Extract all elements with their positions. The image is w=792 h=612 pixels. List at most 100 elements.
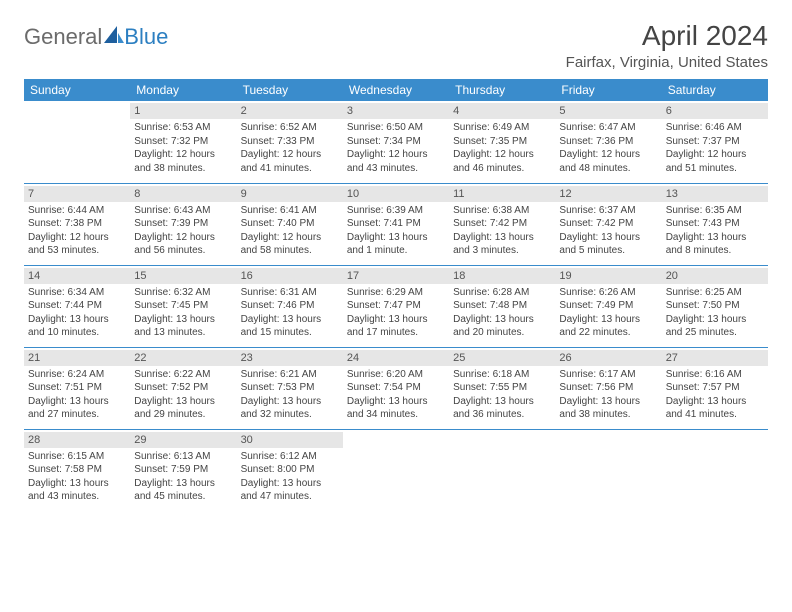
calendar-week-row: 7 Sunrise: 6:44 AMSunset: 7:38 PMDaylight… bbox=[24, 183, 768, 265]
calendar-day-cell: 30 Sunrise: 6:12 AMSunset: 8:00 PMDayligh… bbox=[237, 429, 343, 511]
calendar-day-cell: 12 Sunrise: 6:37 AMSunset: 7:42 PMDayligh… bbox=[555, 183, 661, 265]
calendar-week-row: 14Sunrise: 6:34 AMSunset: 7:44 PMDayligh… bbox=[24, 265, 768, 347]
day-info: Sunrise: 6:31 AMSunset: 7:46 PMDaylight:… bbox=[241, 286, 339, 340]
calendar-day-cell: 17 Sunrise: 6:29 AMSunset: 7:47 PMDayligh… bbox=[343, 265, 449, 347]
day-info: Sunrise: 6:17 AMSunset: 7:56 PMDaylight:… bbox=[559, 368, 657, 422]
day-number: 26 bbox=[555, 350, 661, 366]
calendar-day-cell bbox=[555, 429, 661, 511]
weekday-header: Tuesday bbox=[237, 79, 343, 101]
day-number: 12 bbox=[555, 186, 661, 202]
day-number: 23 bbox=[237, 350, 343, 366]
day-number: 11 bbox=[449, 186, 555, 202]
calendar-week-row: 21 Sunrise: 6:24 AMSunset: 7:51 PMDayligh… bbox=[24, 347, 768, 429]
calendar-week-row: 1 Sunrise: 6:53 AMSunset: 7:32 PMDaylight… bbox=[24, 101, 768, 183]
calendar-day-cell: 22 Sunrise: 6:22 AMSunset: 7:52 PMDayligh… bbox=[130, 347, 236, 429]
calendar-day-cell: 19 Sunrise: 6:26 AMSunset: 7:49 PMDayligh… bbox=[555, 265, 661, 347]
title-block: April 2024 Fairfax, Virginia, United Sta… bbox=[566, 20, 768, 71]
calendar-day-cell: 27Sunrise: 6:16 AMSunset: 7:57 PMDayligh… bbox=[662, 347, 768, 429]
calendar-day-cell: 2Sunrise: 6:52 AMSunset: 7:33 PMDaylight… bbox=[237, 101, 343, 183]
day-number: 27 bbox=[662, 350, 768, 366]
weekday-header: Sunday bbox=[24, 79, 130, 101]
day-number: 18 bbox=[449, 268, 555, 284]
day-info: Sunrise: 6:12 AMSunset: 8:00 PMDaylight:… bbox=[241, 450, 339, 504]
day-number: 9 bbox=[237, 186, 343, 202]
calendar-day-cell: 21 Sunrise: 6:24 AMSunset: 7:51 PMDayligh… bbox=[24, 347, 130, 429]
day-info: Sunrise: 6:24 AMSunset: 7:51 PMDaylight:… bbox=[28, 368, 126, 422]
day-number: 17 bbox=[343, 268, 449, 284]
calendar-day-cell: 10 Sunrise: 6:39 AMSunset: 7:41 PMDayligh… bbox=[343, 183, 449, 265]
day-number: 19 bbox=[555, 268, 661, 284]
day-number: 25 bbox=[449, 350, 555, 366]
day-info: Sunrise: 6:21 AMSunset: 7:53 PMDaylight:… bbox=[241, 368, 339, 422]
day-info: Sunrise: 6:13 AMSunset: 7:59 PMDaylight:… bbox=[134, 450, 232, 504]
day-number: 21 bbox=[24, 350, 130, 366]
logo-text-general: General bbox=[24, 24, 102, 50]
day-info: Sunrise: 6:15 AMSunset: 7:58 PMDaylight:… bbox=[28, 450, 126, 504]
logo: General Blue bbox=[24, 20, 168, 50]
day-number: 7 bbox=[24, 186, 130, 202]
day-number: 20 bbox=[662, 268, 768, 284]
day-info: Sunrise: 6:22 AMSunset: 7:52 PMDaylight:… bbox=[134, 368, 232, 422]
day-info: Sunrise: 6:29 AMSunset: 7:47 PMDaylight:… bbox=[347, 286, 445, 340]
calendar-day-cell: 6 Sunrise: 6:46 AMSunset: 7:37 PMDaylight… bbox=[662, 101, 768, 183]
day-info: Sunrise: 6:25 AMSunset: 7:50 PMDaylight:… bbox=[666, 286, 764, 340]
day-info: Sunrise: 6:35 AMSunset: 7:43 PMDaylight:… bbox=[666, 204, 764, 258]
day-number: 8 bbox=[130, 186, 236, 202]
day-info: Sunrise: 6:49 AMSunset: 7:35 PMDaylight:… bbox=[453, 121, 551, 175]
day-number: 16 bbox=[237, 268, 343, 284]
calendar-day-cell: 24 Sunrise: 6:20 AMSunset: 7:54 PMDayligh… bbox=[343, 347, 449, 429]
day-number: 22 bbox=[130, 350, 236, 366]
day-number: 10 bbox=[343, 186, 449, 202]
logo-sail-icon bbox=[104, 24, 124, 50]
calendar-day-cell bbox=[662, 429, 768, 511]
calendar-day-cell: 11Sunrise: 6:38 AMSunset: 7:42 PMDayligh… bbox=[449, 183, 555, 265]
day-info: Sunrise: 6:46 AMSunset: 7:37 PMDaylight:… bbox=[666, 121, 764, 175]
weekday-header: Friday bbox=[555, 79, 661, 101]
day-number: 4 bbox=[449, 103, 555, 119]
day-number: 5 bbox=[555, 103, 661, 119]
month-year: April 2024 bbox=[566, 20, 768, 52]
day-number: 13 bbox=[662, 186, 768, 202]
calendar-day-cell: 1 Sunrise: 6:53 AMSunset: 7:32 PMDaylight… bbox=[130, 101, 236, 183]
day-number: 14 bbox=[24, 268, 130, 284]
day-number: 3 bbox=[343, 103, 449, 119]
calendar-day-cell: 7 Sunrise: 6:44 AMSunset: 7:38 PMDaylight… bbox=[24, 183, 130, 265]
calendar-day-cell bbox=[343, 429, 449, 511]
calendar-day-cell: 8Sunrise: 6:43 AMSunset: 7:39 PMDaylight… bbox=[130, 183, 236, 265]
calendar-day-cell: 20 Sunrise: 6:25 AMSunset: 7:50 PMDayligh… bbox=[662, 265, 768, 347]
day-number: 30 bbox=[237, 432, 343, 448]
day-info: Sunrise: 6:32 AMSunset: 7:45 PMDaylight:… bbox=[134, 286, 232, 340]
day-info: Sunrise: 6:50 AMSunset: 7:34 PMDaylight:… bbox=[347, 121, 445, 175]
calendar-body: 1 Sunrise: 6:53 AMSunset: 7:32 PMDaylight… bbox=[24, 101, 768, 511]
calendar-day-cell bbox=[24, 101, 130, 183]
calendar-day-cell: 14Sunrise: 6:34 AMSunset: 7:44 PMDayligh… bbox=[24, 265, 130, 347]
day-info: Sunrise: 6:47 AMSunset: 7:36 PMDaylight:… bbox=[559, 121, 657, 175]
day-number: 24 bbox=[343, 350, 449, 366]
day-info: Sunrise: 6:44 AMSunset: 7:38 PMDaylight:… bbox=[28, 204, 126, 258]
day-info: Sunrise: 6:53 AMSunset: 7:32 PMDaylight:… bbox=[134, 121, 232, 175]
day-info: Sunrise: 6:20 AMSunset: 7:54 PMDaylight:… bbox=[347, 368, 445, 422]
day-number: 15 bbox=[130, 268, 236, 284]
day-number: 1 bbox=[130, 103, 236, 119]
weekday-header-row: SundayMondayTuesdayWednesdayThursdayFrid… bbox=[24, 79, 768, 101]
calendar-day-cell bbox=[449, 429, 555, 511]
calendar-day-cell: 3 Sunrise: 6:50 AMSunset: 7:34 PMDaylight… bbox=[343, 101, 449, 183]
day-info: Sunrise: 6:37 AMSunset: 7:42 PMDaylight:… bbox=[559, 204, 657, 258]
day-number: 28 bbox=[24, 432, 130, 448]
calendar-day-cell: 9Sunrise: 6:41 AMSunset: 7:40 PMDaylight… bbox=[237, 183, 343, 265]
logo-text-blue: Blue bbox=[124, 24, 168, 50]
header: General Blue April 2024 Fairfax, Virgini… bbox=[24, 20, 768, 71]
day-info: Sunrise: 6:28 AMSunset: 7:48 PMDaylight:… bbox=[453, 286, 551, 340]
calendar-day-cell: 26 Sunrise: 6:17 AMSunset: 7:56 PMDayligh… bbox=[555, 347, 661, 429]
calendar-day-cell: 25 Sunrise: 6:18 AMSunset: 7:55 PMDayligh… bbox=[449, 347, 555, 429]
day-info: Sunrise: 6:18 AMSunset: 7:55 PMDaylight:… bbox=[453, 368, 551, 422]
day-number: 2 bbox=[237, 103, 343, 119]
day-info: Sunrise: 6:39 AMSunset: 7:41 PMDaylight:… bbox=[347, 204, 445, 258]
calendar-day-cell: 4 Sunrise: 6:49 AMSunset: 7:35 PMDaylight… bbox=[449, 101, 555, 183]
calendar-day-cell: 13 Sunrise: 6:35 AMSunset: 7:43 PMDayligh… bbox=[662, 183, 768, 265]
weekday-header: Monday bbox=[130, 79, 236, 101]
day-number: 6 bbox=[662, 103, 768, 119]
calendar-week-row: 28 Sunrise: 6:15 AMSunset: 7:58 PMDayligh… bbox=[24, 429, 768, 511]
day-info: Sunrise: 6:26 AMSunset: 7:49 PMDaylight:… bbox=[559, 286, 657, 340]
calendar-day-cell: 23 Sunrise: 6:21 AMSunset: 7:53 PMDayligh… bbox=[237, 347, 343, 429]
